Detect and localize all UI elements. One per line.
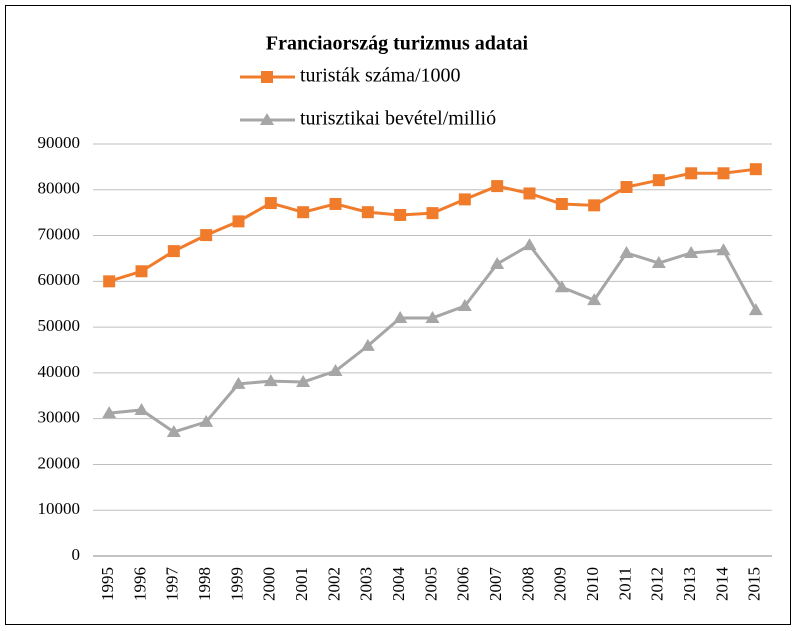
marker: [103, 275, 116, 288]
marker: [360, 338, 375, 351]
marker: [199, 414, 214, 427]
x-tick-label: 2000: [260, 567, 279, 601]
marker: [457, 299, 472, 312]
marker: [102, 406, 117, 419]
marker: [425, 310, 440, 323]
y-tick-label: 80000: [38, 179, 81, 198]
marker: [651, 256, 666, 269]
marker: [522, 238, 537, 251]
marker: [684, 245, 699, 258]
y-tick-label: 50000: [38, 316, 81, 335]
legend-label: turisták száma/1000: [300, 65, 461, 87]
y-tick-label: 20000: [38, 453, 81, 472]
marker: [716, 243, 731, 256]
x-tick-label: 2006: [454, 567, 473, 601]
x-tick-label: 1996: [130, 567, 149, 601]
x-tick-label: 2015: [745, 567, 764, 601]
x-tick-label: 2011: [615, 567, 634, 600]
marker: [587, 293, 602, 306]
marker: [263, 374, 278, 387]
y-tick-label: 40000: [38, 362, 81, 381]
x-tick-label: 2013: [680, 567, 699, 601]
y-tick-label: 90000: [38, 133, 81, 152]
marker: [717, 167, 730, 180]
marker: [134, 402, 149, 415]
marker: [232, 215, 245, 228]
marker: [264, 197, 277, 210]
marker: [200, 229, 213, 242]
x-tick-label: 1997: [163, 567, 182, 602]
x-tick-label: 2002: [324, 567, 343, 601]
legend-label: turisztikai bevétel/millió: [300, 108, 496, 130]
x-tick-label: 1998: [195, 567, 214, 601]
y-tick-label: 30000: [38, 408, 81, 427]
marker: [748, 303, 763, 316]
x-tick-label: 2010: [583, 567, 602, 601]
marker: [328, 364, 343, 377]
x-tick-label: 1999: [227, 567, 246, 601]
legend-marker: [260, 113, 274, 125]
marker: [652, 174, 665, 187]
marker: [426, 207, 439, 220]
y-tick-label: 60000: [38, 270, 81, 289]
legend-marker: [261, 71, 273, 83]
marker: [393, 310, 408, 323]
marker: [491, 180, 504, 193]
marker: [361, 206, 374, 219]
chart-title: Franciaország turizmus adatai: [266, 33, 529, 55]
x-tick-label: 2003: [357, 567, 376, 601]
x-tick-label: 2009: [551, 567, 570, 601]
marker: [554, 280, 569, 293]
x-tick-label: 2005: [421, 567, 440, 601]
marker: [620, 181, 633, 194]
marker: [523, 187, 536, 200]
marker: [619, 245, 634, 258]
marker: [297, 206, 310, 219]
y-tick-label: 10000: [38, 499, 81, 518]
x-tick-label: 2007: [486, 567, 505, 602]
marker: [749, 163, 762, 176]
y-tick-label: 70000: [38, 224, 81, 243]
marker: [231, 376, 246, 389]
marker: [588, 199, 601, 212]
marker: [458, 193, 471, 206]
marker: [135, 265, 148, 278]
marker: [685, 167, 698, 180]
x-tick-label: 2012: [648, 567, 667, 601]
x-tick-label: 1995: [98, 567, 117, 601]
marker: [555, 197, 568, 210]
x-tick-label: 2008: [518, 567, 537, 601]
x-tick-label: 2001: [292, 567, 311, 601]
marker: [166, 424, 181, 437]
marker: [394, 208, 407, 221]
x-tick-label: 2004: [389, 567, 408, 602]
marker: [296, 375, 311, 388]
marker: [490, 256, 505, 269]
marker: [329, 197, 342, 210]
x-tick-label: 2014: [712, 567, 731, 602]
marker: [167, 245, 180, 258]
y-tick-label: 0: [72, 545, 81, 564]
